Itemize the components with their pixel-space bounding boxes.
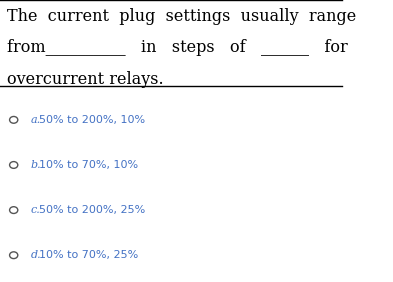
Text: from__________   in   steps   of   ______   for: from__________ in steps of ______ for [7, 39, 347, 56]
Text: 50% to 200%, 25%: 50% to 200%, 25% [39, 205, 146, 215]
Text: 50% to 200%, 10%: 50% to 200%, 10% [39, 115, 145, 125]
Text: 10% to 70%, 25%: 10% to 70%, 25% [39, 250, 139, 260]
Text: d.: d. [31, 250, 41, 260]
Text: 10% to 70%, 10%: 10% to 70%, 10% [39, 160, 138, 170]
Text: a.: a. [31, 115, 41, 125]
Text: The  current  plug  settings  usually  range: The current plug settings usually range [7, 8, 356, 25]
Text: c.: c. [31, 205, 40, 215]
Text: b.: b. [31, 160, 41, 170]
Text: overcurrent relays.: overcurrent relays. [7, 70, 163, 87]
